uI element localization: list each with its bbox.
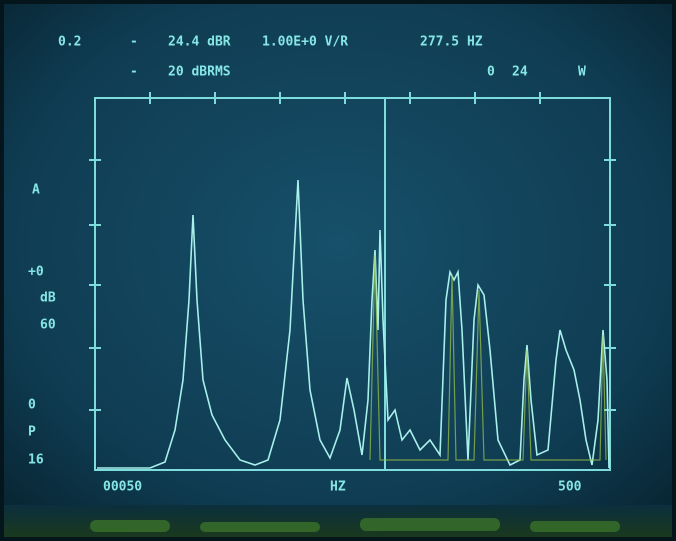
readout: 24 xyxy=(512,65,528,80)
side-label: dB xyxy=(40,291,56,306)
readout: 277.5 HZ xyxy=(420,35,483,50)
page: {"header": {"line1": ["0.2", "-", "24.4 … xyxy=(0,0,676,541)
readout: W xyxy=(578,65,586,80)
side-label: A xyxy=(32,183,40,198)
screen-photo: 0.2 - 24.4 dBR 1.00E+0 V/R 277.5 HZ - 20… xyxy=(0,0,676,541)
side-label: 60 xyxy=(40,318,56,333)
side-label: 0 xyxy=(28,398,36,413)
x-unit: HZ xyxy=(330,480,346,495)
x-start: 00050 xyxy=(103,480,142,495)
readout: 24.4 dBR xyxy=(168,35,231,50)
side-label: 16 xyxy=(28,453,44,468)
readout: - xyxy=(130,35,138,50)
readout: 1.00E+0 V/R xyxy=(262,35,348,50)
x-end: 500 xyxy=(558,480,582,495)
readout: - xyxy=(130,65,138,80)
readout: 20 dBRMS xyxy=(168,65,231,80)
readout: 0 xyxy=(487,65,495,80)
readout: 0.2 xyxy=(58,35,81,50)
side-label: P xyxy=(28,425,36,440)
side-label: +0 xyxy=(28,265,44,280)
